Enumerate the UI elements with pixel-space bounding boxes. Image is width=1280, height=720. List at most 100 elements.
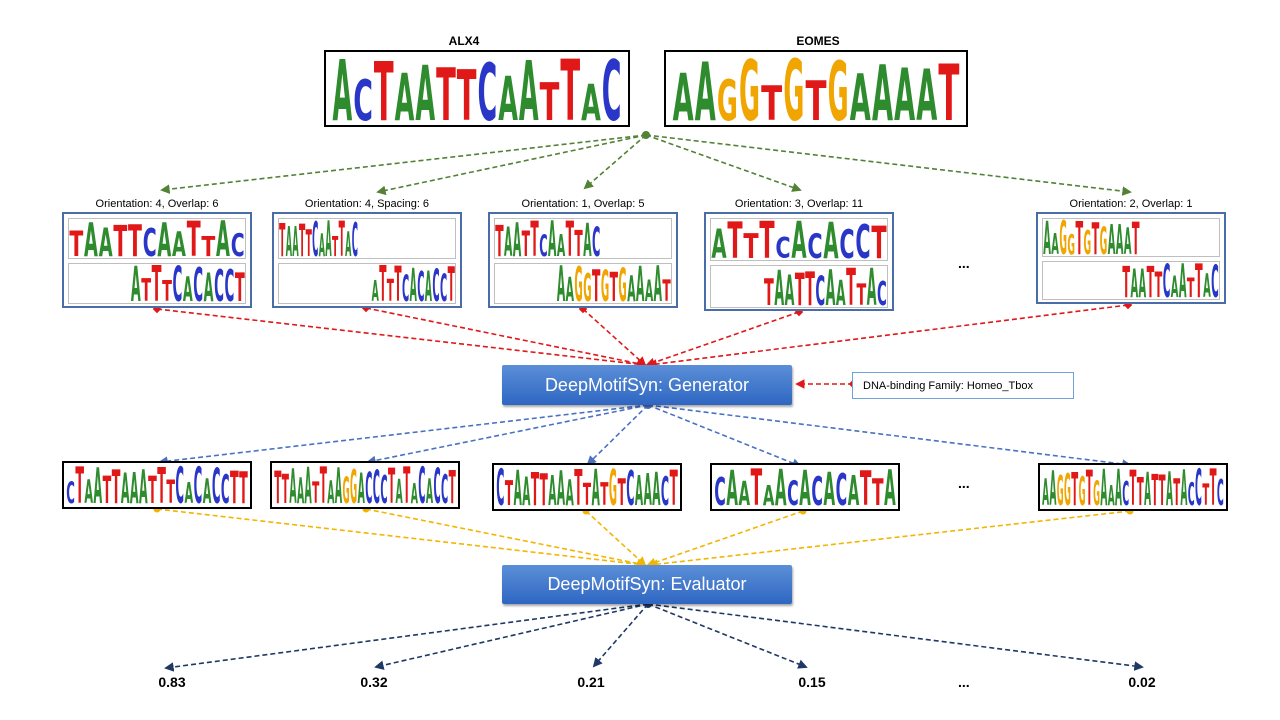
logo-letter-a: A	[1124, 221, 1132, 256]
logo-letter-t: T	[235, 265, 245, 303]
logo-letter-c: C	[193, 264, 203, 303]
logo-letter-a: A	[548, 219, 556, 258]
evaluator-box[interactable]: DeepMotifSyn: Evaluator	[502, 565, 792, 604]
logo-letter-c: C	[602, 55, 622, 122]
logo-letter-t: T	[339, 219, 345, 258]
logo-letter-a: A	[305, 465, 312, 505]
logo-letter-c: C	[807, 228, 822, 260]
logo-letter-g: G	[1093, 474, 1100, 507]
logo-letter-t: T	[871, 219, 886, 260]
logo-letter-a: A	[1108, 219, 1116, 256]
logo-letter-c: C	[312, 219, 318, 258]
family-input[interactable]: DNA-binding Family: Homeo_Tbox	[852, 372, 1074, 399]
logo-letter-a: A	[410, 264, 417, 303]
logo-letter-a: A	[426, 472, 433, 505]
logo-letter-a: A	[372, 276, 379, 303]
logo-letter-t: T	[670, 467, 678, 507]
logo-letter-t: T	[75, 465, 84, 505]
logo-letter-a: A	[522, 470, 530, 507]
logo-letter-t: T	[560, 55, 580, 122]
logo-letter-a: A	[519, 55, 539, 122]
logo-letter-a: A	[775, 467, 787, 507]
logo-letter-a: A	[894, 55, 915, 122]
logo-letter-a: A	[327, 475, 334, 505]
logo-letter-a: A	[557, 264, 565, 303]
logo-letter-g: G	[783, 55, 804, 122]
logo-letter-t: T	[448, 264, 455, 303]
logo-letter-a: A	[1171, 269, 1179, 299]
logo-letter-a: A	[823, 467, 835, 507]
combination-label-4: Orientation: 3, Overlap: 11	[734, 198, 864, 210]
logo-letter-t: T	[1075, 219, 1083, 256]
logo-letter-c: C	[1211, 262, 1219, 299]
logo-letter-t: T	[166, 473, 175, 505]
logo-letter-g: G	[350, 465, 357, 505]
logo-letter-c: C	[66, 476, 75, 505]
logo-letter-a: A	[130, 465, 139, 505]
logo-letter-a: A	[1115, 467, 1122, 507]
combination-label-2: Orientation: 4, Spacing: 6	[304, 198, 430, 210]
generator-box[interactable]: DeepMotifSyn: Generator	[502, 365, 792, 405]
logo-letter-c: C	[214, 264, 224, 303]
logo-letter-c: C	[811, 470, 823, 507]
logo-letter-a: A	[415, 55, 435, 122]
logo-letter-a: A	[121, 465, 130, 505]
logo-letter-g: G	[1100, 219, 1108, 256]
logo-letter-a: A	[185, 477, 194, 505]
logo-letter-a: A	[726, 467, 738, 507]
logo-letter-a: A	[652, 467, 660, 507]
logo-letter-t: T	[112, 465, 121, 505]
logo-letter-t: T	[1210, 467, 1217, 507]
logo-letter-c: C	[353, 69, 373, 122]
logo-letter-a: A	[319, 228, 325, 258]
logo-letter-a: A	[358, 465, 365, 505]
logo-letter-a: A	[916, 55, 937, 122]
logo-letter-c: C	[365, 465, 372, 505]
logo-letter-a: A	[548, 467, 556, 507]
logo-letter-t: T	[457, 56, 477, 122]
logo-letter-a: A	[884, 467, 896, 507]
logo-letter-t: T	[69, 224, 83, 258]
logo-letter-a: A	[297, 471, 304, 505]
logo-letter-a: A	[636, 264, 645, 303]
logo-letter-c: C	[373, 465, 380, 505]
logo-letter-t: T	[495, 219, 503, 258]
logo-letter-a: A	[557, 467, 565, 507]
alx4-title: ALX4	[448, 34, 480, 48]
logo-letter-t: T	[279, 219, 285, 258]
logo-letter-a: A	[1179, 262, 1187, 299]
logo-letter-a: A	[566, 272, 574, 303]
generated-ellipsis: ...	[958, 475, 970, 491]
logo-letter-a: A	[1108, 479, 1115, 507]
logo-letter-c: C	[224, 264, 234, 303]
logo-letter-a: A	[627, 269, 635, 303]
logo-letter-c: C	[477, 55, 497, 122]
logo-letter-t: T	[540, 73, 560, 122]
logo-letter-a: A	[644, 467, 652, 507]
logo-letter-g: G	[1057, 467, 1064, 507]
logo-letter-c: C	[1217, 473, 1224, 507]
logo-letter-t: T	[610, 265, 618, 303]
logo-letter-c: C	[417, 264, 424, 303]
logo-letter-t: T	[846, 266, 856, 307]
logo-letter-t: T	[1173, 471, 1180, 507]
logo-letter-a: A	[345, 225, 351, 258]
logo-letter-t: T	[795, 266, 805, 307]
score-3: 0.21	[577, 674, 605, 690]
logo-letter-c: C	[433, 465, 440, 505]
logo-letter-g: G	[1067, 230, 1075, 256]
